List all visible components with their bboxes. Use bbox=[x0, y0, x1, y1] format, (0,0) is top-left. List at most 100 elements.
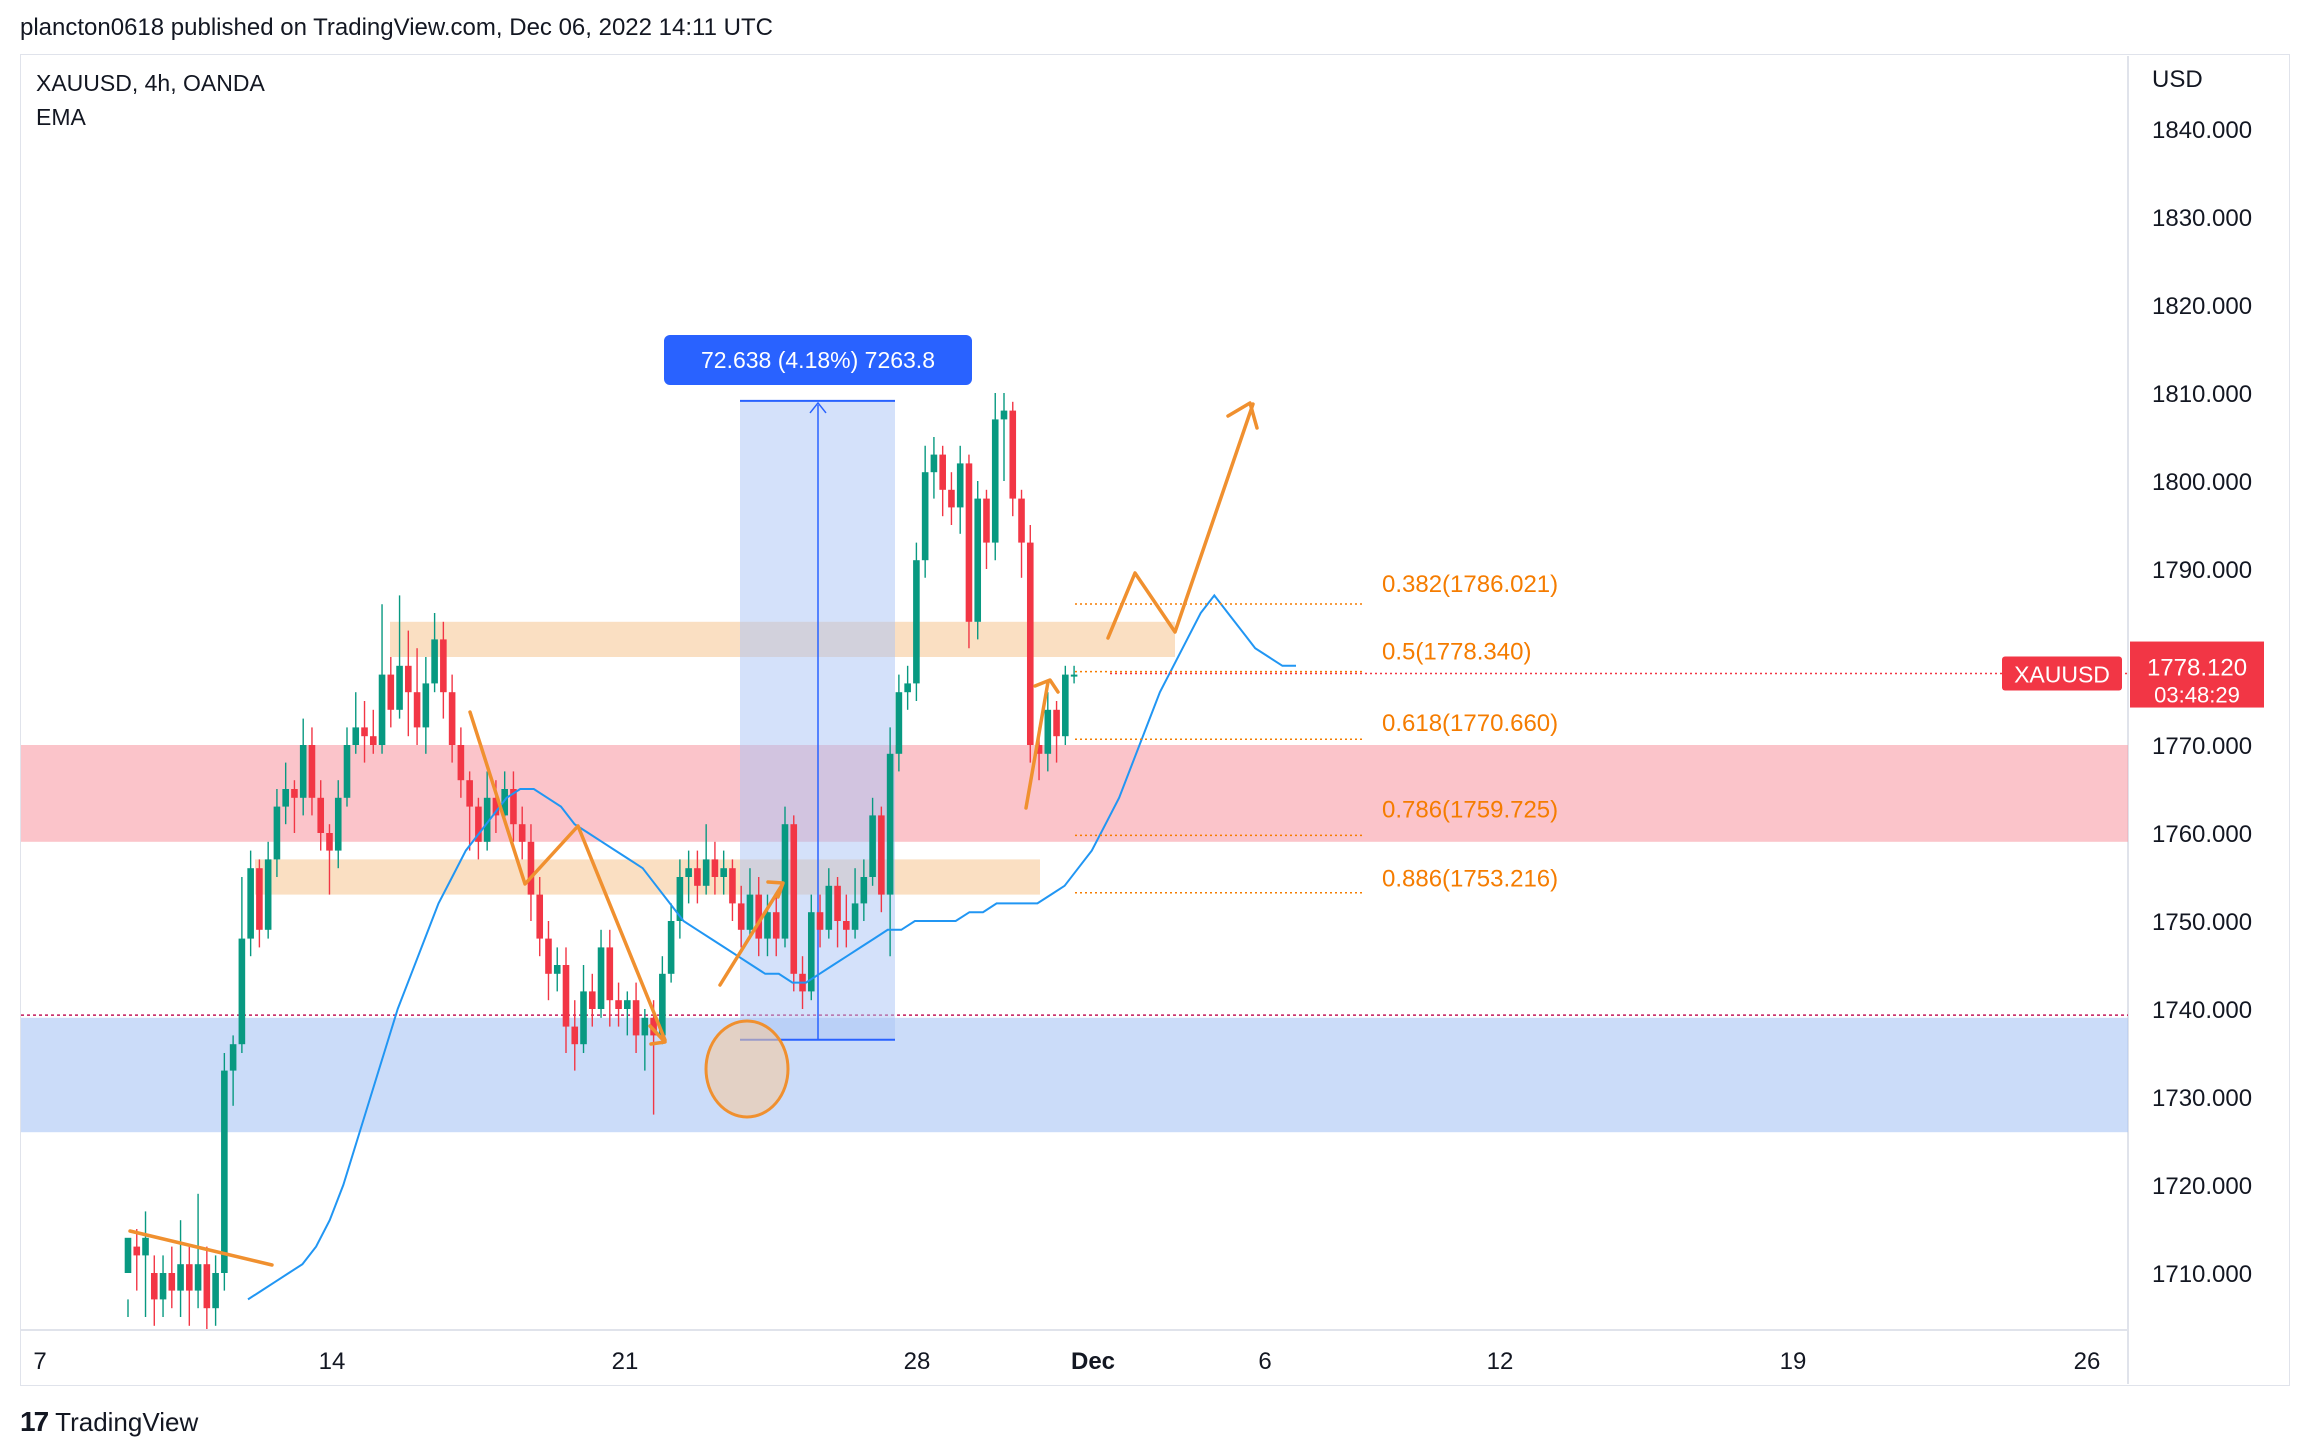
candle-body bbox=[492, 797, 500, 816]
measure-arrow-head bbox=[809, 401, 827, 414]
candle-body bbox=[369, 736, 377, 745]
tradingview-logo-icon[interactable]: 17 bbox=[20, 1406, 49, 1437]
candle-body bbox=[650, 1017, 657, 1036]
candle-body bbox=[264, 859, 272, 930]
up-arrow-1-head bbox=[766, 880, 785, 899]
candle-body bbox=[483, 797, 491, 842]
price-tick-label: 1830.000 bbox=[2152, 205, 2252, 232]
candle-body bbox=[825, 885, 833, 930]
time-tick-label: 6 bbox=[1258, 1348, 1271, 1375]
triangle-trendline bbox=[128, 1229, 274, 1267]
candle-body bbox=[466, 780, 473, 807]
price-tag-countdown: 03:48:29 bbox=[2154, 683, 2240, 708]
candle-body bbox=[1000, 410, 1008, 420]
symbol-title[interactable]: XAUUSD, 4h, OANDA bbox=[36, 70, 265, 96]
candle-body bbox=[948, 489, 955, 508]
time-tick-label: Dec bbox=[1071, 1348, 1115, 1375]
candle-body bbox=[536, 894, 544, 939]
candle-body bbox=[1044, 709, 1052, 754]
candle-body bbox=[624, 1000, 631, 1009]
candle-body bbox=[834, 885, 841, 921]
price-tick-label: 1760.000 bbox=[2152, 821, 2252, 848]
candle-body bbox=[282, 789, 289, 807]
candle-body bbox=[860, 877, 868, 904]
candle-body bbox=[545, 938, 552, 974]
candle-body bbox=[974, 498, 982, 622]
fib-label-0: 0.382(1786.021) bbox=[1382, 571, 1558, 598]
candle-body bbox=[299, 745, 307, 798]
candle-body bbox=[965, 463, 973, 622]
candle-body bbox=[632, 1000, 640, 1036]
fib-label-4: 0.886(1753.216) bbox=[1382, 866, 1558, 893]
candle-body bbox=[895, 692, 903, 754]
candle-body bbox=[1018, 498, 1025, 543]
candle-body bbox=[571, 1026, 579, 1045]
candle-body bbox=[431, 639, 438, 684]
candle-body bbox=[772, 912, 780, 939]
price-tick-label: 1800.000 bbox=[2152, 469, 2252, 496]
candle-body bbox=[588, 991, 596, 1009]
candle-body bbox=[886, 753, 894, 895]
support-circle bbox=[704, 1019, 790, 1119]
candle-body bbox=[150, 1273, 158, 1300]
brand-name[interactable]: TradingView bbox=[55, 1406, 199, 1437]
candle-body bbox=[562, 965, 570, 1027]
ema-indicator-label[interactable]: EMA bbox=[36, 104, 86, 130]
candle-body bbox=[694, 868, 701, 886]
time-tick-label: 12 bbox=[1487, 1348, 1514, 1375]
price-tag-value: 1778.120 bbox=[2147, 655, 2247, 682]
price-tick-label: 1710.000 bbox=[2152, 1261, 2252, 1288]
price-tick-label: 1750.000 bbox=[2152, 909, 2252, 936]
candle-body bbox=[378, 674, 386, 745]
candle-body bbox=[851, 903, 859, 930]
candle-body bbox=[448, 692, 456, 745]
candle-body bbox=[720, 868, 727, 877]
candle-body bbox=[422, 683, 430, 728]
candle-body bbox=[1062, 674, 1069, 737]
candle-body bbox=[186, 1264, 193, 1291]
candle-body bbox=[168, 1273, 176, 1291]
candle-body bbox=[737, 903, 745, 930]
price-tick-label: 1770.000 bbox=[2152, 733, 2252, 760]
candle-body bbox=[930, 454, 938, 473]
candle-body bbox=[553, 965, 561, 974]
currency-label[interactable]: USD bbox=[2152, 66, 2203, 93]
candle-body bbox=[781, 824, 789, 939]
candle-body bbox=[256, 868, 263, 930]
price-tick-label: 1740.000 bbox=[2152, 997, 2252, 1024]
time-tick-label: 21 bbox=[612, 1348, 639, 1375]
candle-body bbox=[387, 674, 395, 710]
candle-body bbox=[501, 789, 508, 816]
candle-body bbox=[807, 912, 815, 992]
candle-body bbox=[764, 912, 771, 939]
candle-body bbox=[518, 824, 526, 842]
candle-body bbox=[142, 1237, 149, 1256]
price-tick-label: 1810.000 bbox=[2152, 381, 2252, 408]
time-tick-label: 26 bbox=[2074, 1348, 2101, 1375]
candle-body bbox=[475, 806, 482, 842]
candle-body bbox=[326, 833, 333, 851]
candle-body bbox=[676, 877, 684, 921]
candle-body bbox=[580, 991, 587, 1045]
candle-body bbox=[133, 1246, 141, 1256]
price-tag-box bbox=[2130, 641, 2264, 708]
candle-body bbox=[405, 665, 412, 693]
candle-body bbox=[229, 1044, 237, 1071]
candle-body bbox=[983, 498, 990, 543]
measure-label: 72.638 (4.18%) 7263.8 bbox=[701, 347, 935, 373]
publish-header: plancton0618 published on TradingView.co… bbox=[20, 14, 773, 41]
candle-body bbox=[334, 797, 342, 851]
time-tick-label: 14 bbox=[319, 1348, 346, 1375]
symbol-tag-label: XAUUSD bbox=[2014, 662, 2110, 688]
candle-body bbox=[527, 841, 535, 895]
candle-body bbox=[597, 947, 605, 1009]
candle-body bbox=[343, 745, 351, 798]
candle-body bbox=[308, 745, 316, 798]
candle-body bbox=[1026, 542, 1034, 745]
candle-body bbox=[991, 419, 999, 543]
candle-body bbox=[247, 868, 254, 939]
candle-body bbox=[1035, 745, 1043, 754]
candle-body bbox=[124, 1237, 132, 1273]
candle-body bbox=[440, 639, 447, 693]
